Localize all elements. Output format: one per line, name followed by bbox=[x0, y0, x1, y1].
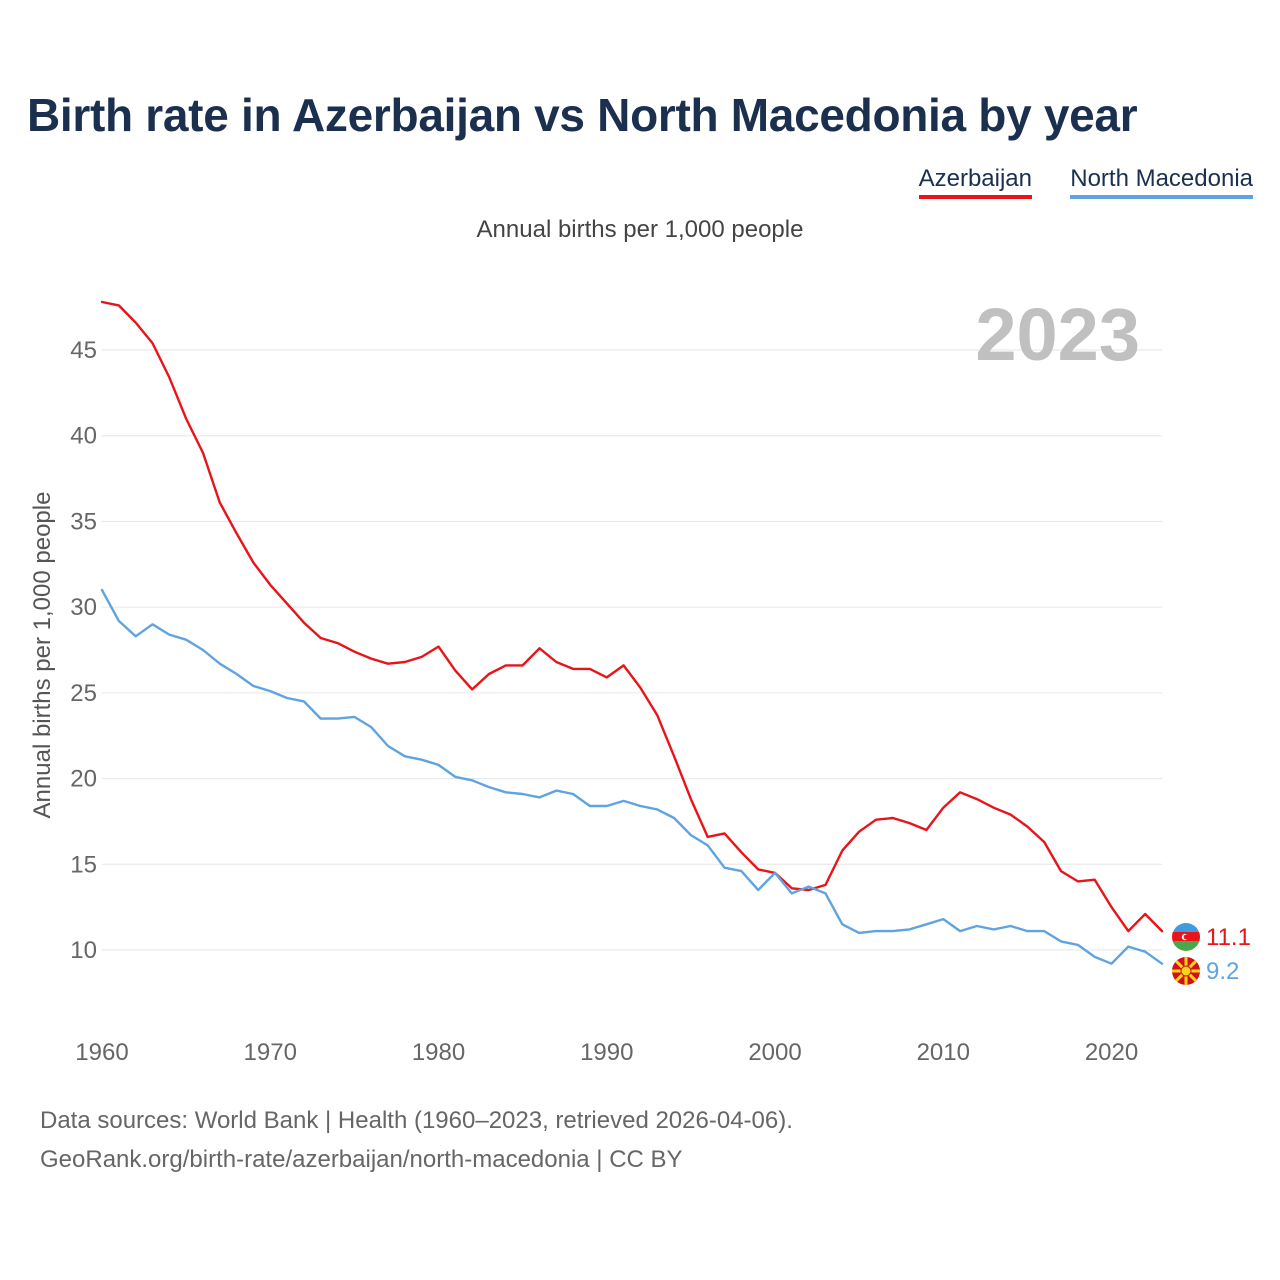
x-tick-label: 1980 bbox=[412, 1039, 465, 1066]
y-tick-label: 10 bbox=[70, 937, 97, 964]
y-tick-label: 15 bbox=[70, 851, 97, 878]
series-end-labels: 11.1 9.2 bbox=[1172, 923, 1251, 985]
chart-subtitle: Annual births per 1,000 people bbox=[476, 216, 804, 243]
chart-title: Birth rate in Azerbaijan vs North Macedo… bbox=[27, 89, 1138, 141]
y-tick-label: 40 bbox=[70, 423, 97, 450]
y-axis: 10 15 20 25 30 35 40 45 bbox=[70, 337, 97, 964]
x-tick-label: 2000 bbox=[748, 1039, 801, 1066]
series-line-azerbaijan[interactable] bbox=[100, 300, 1164, 933]
x-tick-label: 1970 bbox=[244, 1039, 297, 1066]
legend-item-azerbaijan[interactable]: Azerbaijan bbox=[918, 165, 1032, 199]
y-tick-label: 35 bbox=[70, 508, 97, 535]
azerbaijan-end-value: 11.1 bbox=[1206, 924, 1251, 951]
year-watermark: 2023 bbox=[975, 293, 1140, 376]
azerbaijan-flag-icon bbox=[1172, 923, 1200, 951]
x-tick-label: 1990 bbox=[580, 1039, 633, 1066]
north-macedonia-flag-icon bbox=[1172, 957, 1200, 985]
north-macedonia-end-value: 9.2 bbox=[1206, 958, 1239, 985]
x-tick-label: 2020 bbox=[1085, 1039, 1138, 1066]
legend-item-north-macedonia[interactable]: North Macedonia bbox=[1070, 165, 1253, 199]
series-lines bbox=[100, 300, 1164, 965]
line-chart: 2023 10 15 20 25 30 35 40 45 1960 1970 1980 1990 20… bbox=[29, 293, 1251, 1066]
source-url-note[interactable]: GeoRank.org/birth-rate/azerbaijan/north-… bbox=[40, 1146, 683, 1173]
series-line-north-macedonia[interactable] bbox=[100, 588, 1164, 965]
y-axis-label: Annual births per 1,000 people bbox=[29, 492, 56, 819]
y-tick-label: 45 bbox=[70, 337, 97, 364]
x-axis: 1960 1970 1980 1990 2000 2010 2020 bbox=[75, 1039, 1138, 1066]
grid-lines bbox=[102, 349, 1162, 951]
y-tick-label: 30 bbox=[70, 594, 97, 621]
x-tick-label: 1960 bbox=[75, 1039, 128, 1066]
y-tick-label: 25 bbox=[70, 680, 97, 707]
x-tick-label: 2010 bbox=[917, 1039, 970, 1066]
y-tick-label: 20 bbox=[70, 766, 97, 793]
data-source-note: Data sources: World Bank | Health (1960–… bbox=[40, 1107, 793, 1134]
